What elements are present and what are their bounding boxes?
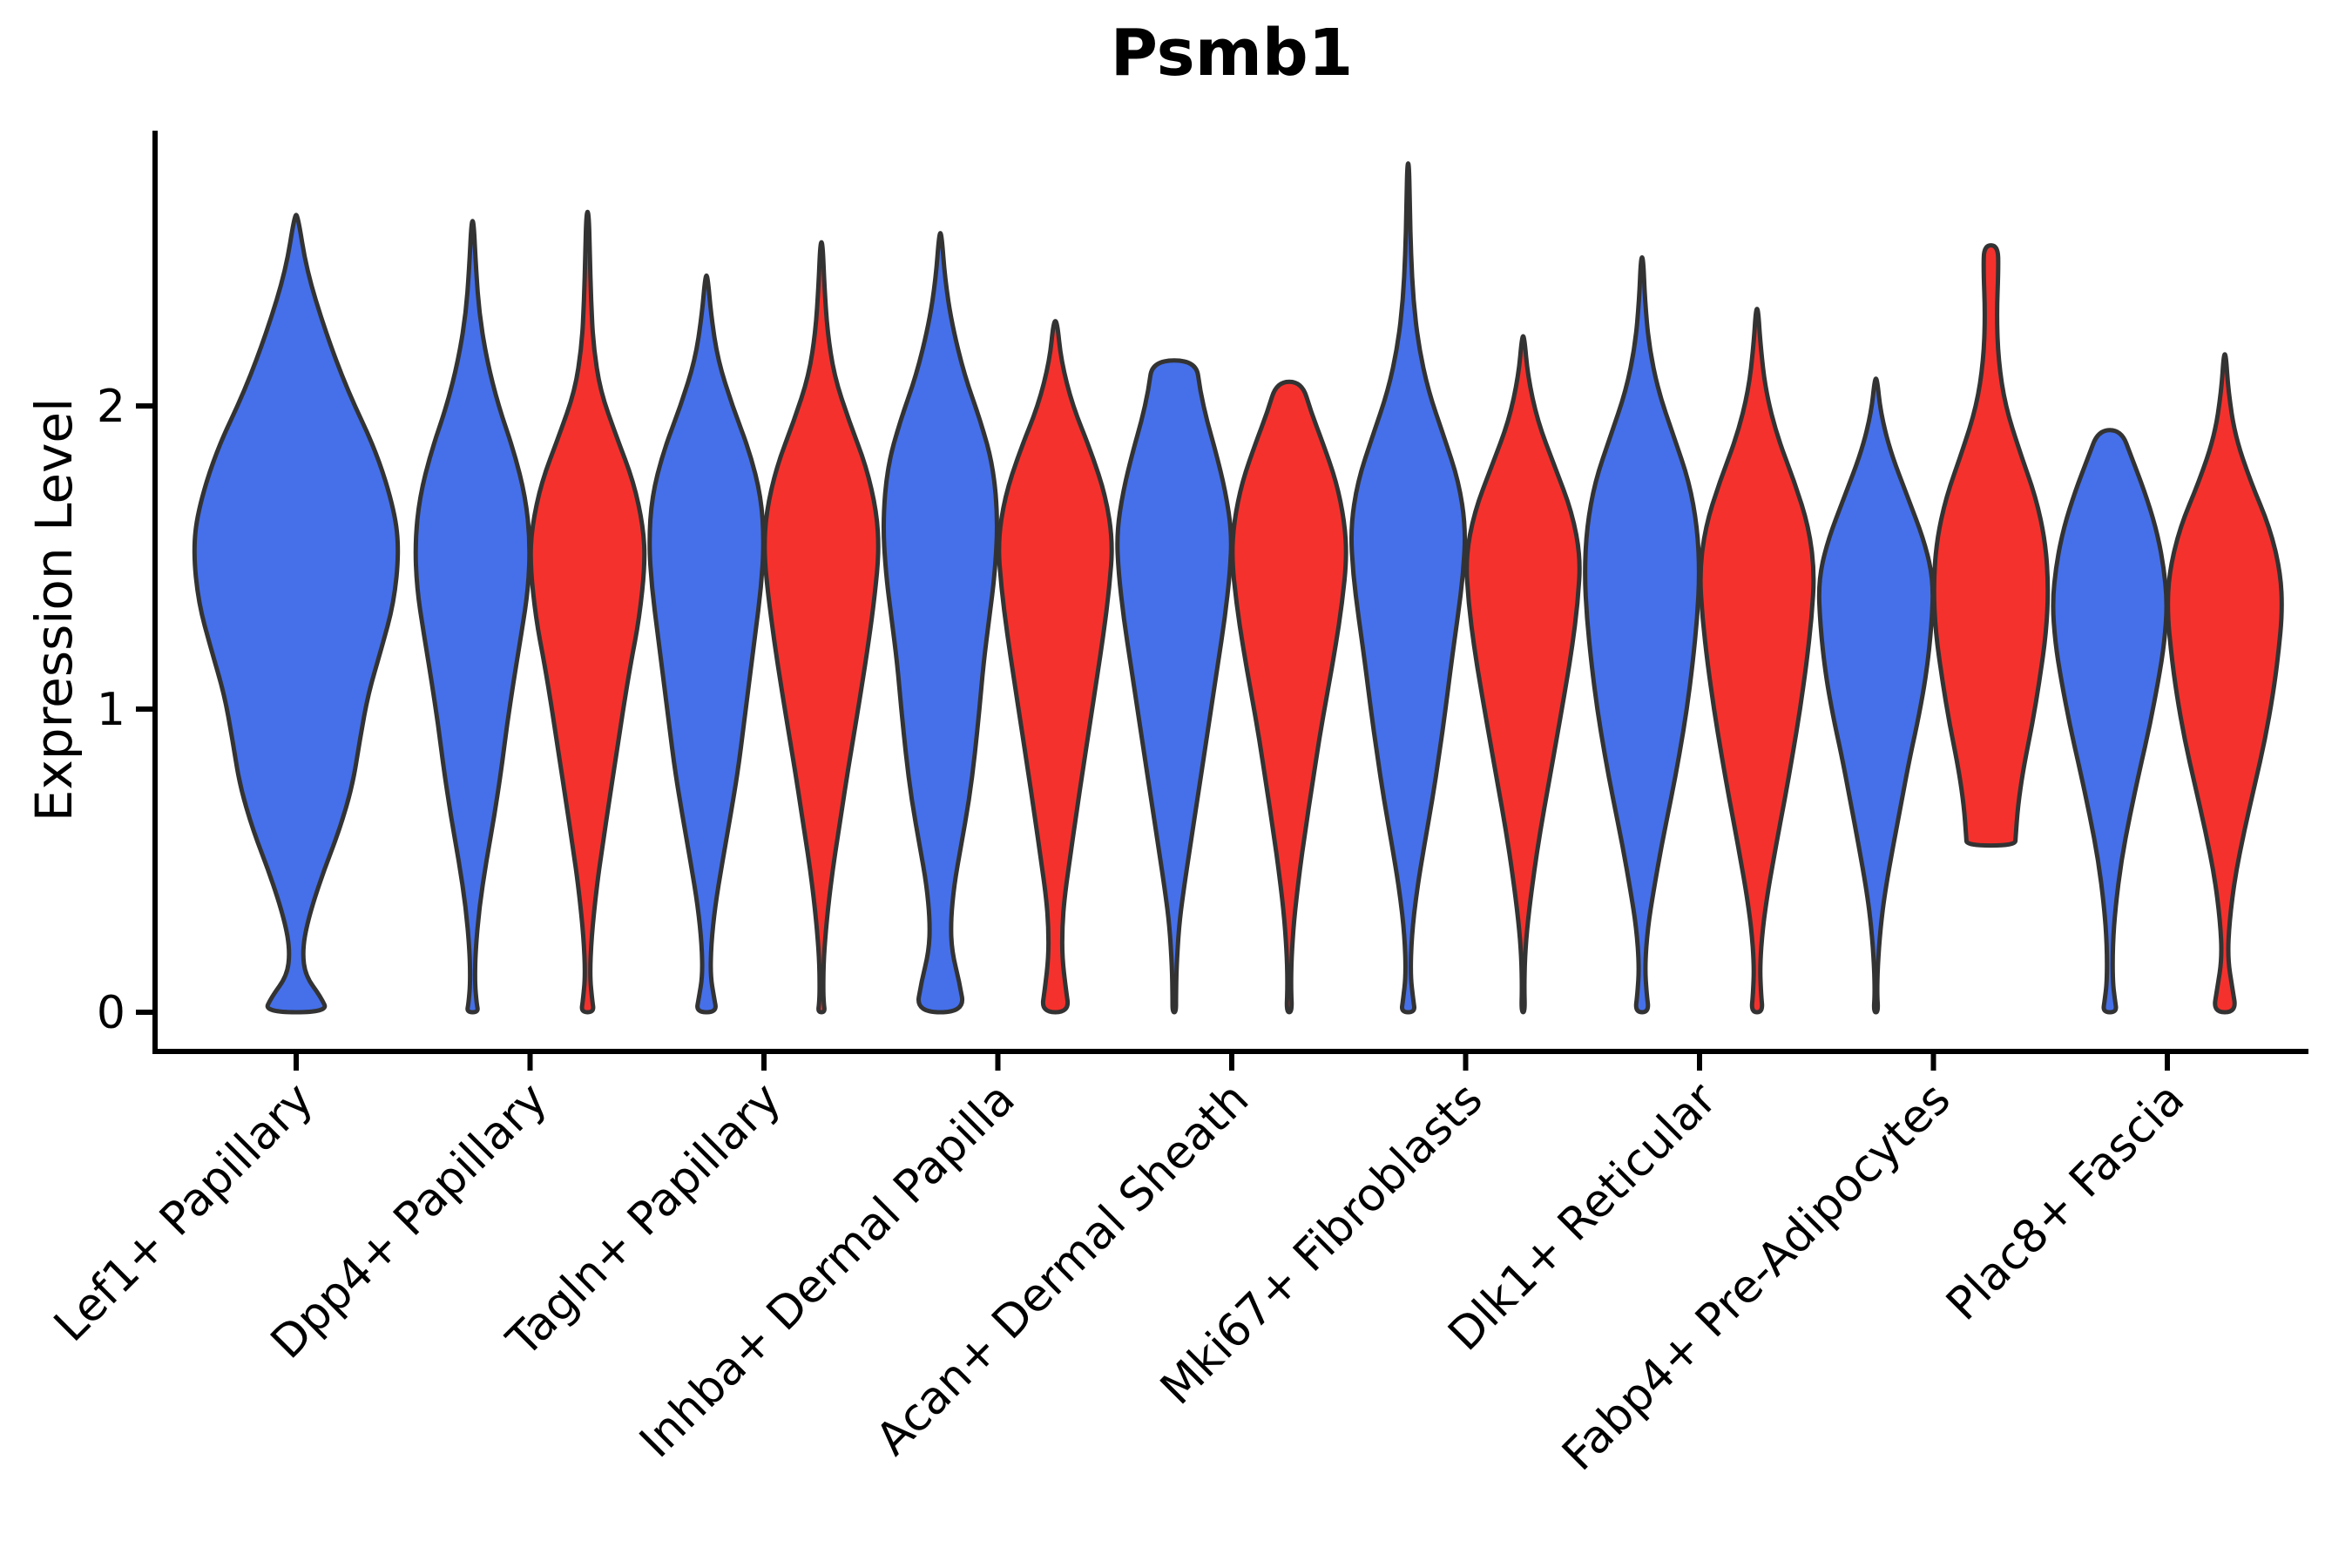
violin-acan-dermal-sheath-blue	[1115, 358, 1233, 1015]
violin-inhba-dermal-papilla-blue	[881, 231, 999, 1015]
x-tick-label-fabp4-pre-adipocytes: Fabp4+ Pre-Adipocytes	[1552, 1073, 1960, 1481]
violin-tagln-papillary-blue	[647, 273, 766, 1015]
violin-dpp4-papillary-red	[528, 209, 647, 1015]
violin-dlk1-reticular-blue	[1583, 255, 1701, 1015]
x-tick-label-plac8-fascia: Plac8+ Fascia	[1936, 1073, 2194, 1331]
violin-dlk1-reticular-red	[1698, 307, 1816, 1015]
x-tick-label-lef1-papillary: Lef1+ Papillary	[44, 1073, 323, 1352]
violin-inhba-dermal-papilla-red	[997, 319, 1114, 1015]
violin-tagln-papillary-red	[762, 240, 881, 1015]
y-tick-label: 0	[97, 987, 125, 1039]
violin-mki67-fibroblasts-red	[1464, 334, 1582, 1015]
violin-acan-dermal-sheath-red	[1230, 379, 1348, 1015]
violin-dpp4-papillary-blue	[413, 219, 532, 1015]
plot-title: Psmb1	[1110, 16, 1354, 91]
violin-plac8-fascia-red	[2166, 352, 2284, 1015]
violin-lef1-papillary-blue	[192, 213, 401, 1015]
x-tick-label-acan-dermal-sheath: Acan+ Dermal Sheath	[867, 1073, 1260, 1466]
x-tick-label-inhba-dermal-papilla: Inhba+ Dermal Papilla	[630, 1073, 1024, 1468]
violin-fabp4-pre-adipocytes-blue	[1816, 376, 1936, 1015]
violin-plac8-fascia-blue	[2051, 428, 2169, 1015]
violin-mki67-fibroblasts-blue	[1348, 161, 1468, 1015]
violin-fabp4-pre-adipocytes-red	[1931, 243, 2051, 848]
y-tick-label: 2	[97, 381, 125, 433]
y-tick-label: 1	[97, 684, 125, 736]
